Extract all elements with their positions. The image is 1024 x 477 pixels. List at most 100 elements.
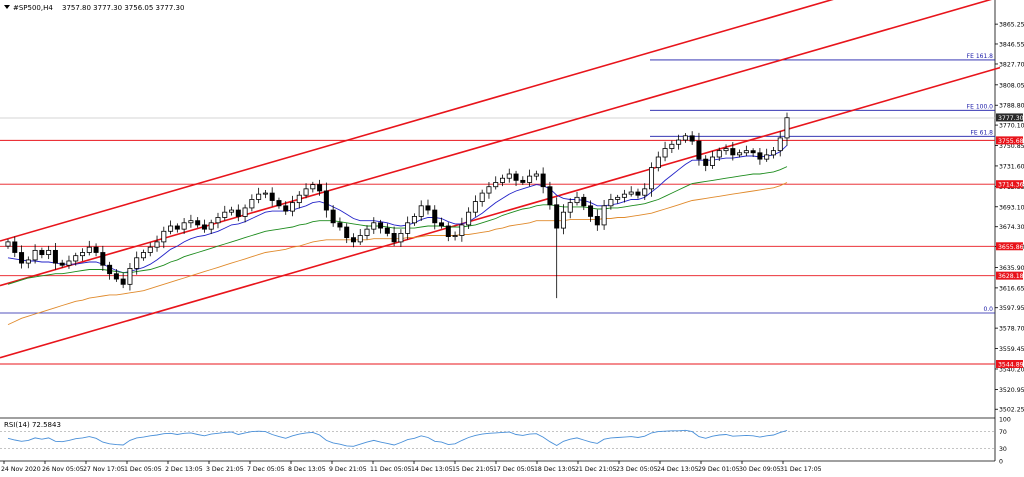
price-tick-label: 3578.70 xyxy=(999,326,1024,333)
rsi-tick-label: 0 xyxy=(999,459,1003,466)
dropdown-arrow-icon[interactable] xyxy=(4,5,10,9)
candle-bull xyxy=(32,249,38,261)
fib-level-label: FE 161.8 xyxy=(967,53,994,60)
chart-frame xyxy=(0,0,996,462)
candle-bull xyxy=(405,222,411,234)
level-price-tag-label: 3628.18 xyxy=(998,273,1024,280)
time-tick-label: 14 Dec 13:05 xyxy=(411,466,453,473)
level-price-tag xyxy=(996,271,1023,280)
candle-bull xyxy=(127,268,133,285)
candle-bear xyxy=(757,152,763,160)
current-price-tag xyxy=(996,113,1023,122)
price-tick-label: 3520.95 xyxy=(999,387,1024,394)
candle-bull xyxy=(459,224,465,236)
candle-bull xyxy=(709,156,715,166)
time-tick-label: 18 Dec 13:05 xyxy=(534,466,576,473)
candle-bear xyxy=(52,249,58,264)
price-tick-label: 3559.45 xyxy=(999,346,1024,353)
candle-bear xyxy=(540,173,546,188)
rsi-panel: 100 70 30 0 xyxy=(0,417,1011,466)
price-tick-label: 3731.60 xyxy=(999,163,1024,170)
candle-bull xyxy=(499,177,505,183)
candle-bear xyxy=(696,140,702,160)
candle-bull xyxy=(208,222,214,230)
candle-bear xyxy=(100,252,106,266)
candle-bear xyxy=(276,200,282,207)
price-tick-label: 3597.95 xyxy=(999,305,1024,312)
candle-bull xyxy=(134,257,140,269)
candle-bear xyxy=(113,273,119,280)
candle-bull xyxy=(222,211,228,218)
channel-line xyxy=(0,0,834,242)
candle-bear xyxy=(513,173,519,181)
candle-bull xyxy=(73,255,79,262)
time-tick-label: 31 Dec 17:05 xyxy=(780,466,822,473)
ohlc-readout: 3757.80 3777.30 3756.05 3777.30 xyxy=(62,4,184,12)
candle-bear xyxy=(588,205,594,217)
fib-level-label: FE 61.8 xyxy=(970,129,993,136)
candle-bear xyxy=(554,204,560,229)
candle-bull xyxy=(256,193,262,200)
channel-line xyxy=(0,0,992,287)
price-tick-label: 3674.30 xyxy=(999,224,1024,231)
moving-average-line xyxy=(7,182,788,326)
candle-bull xyxy=(737,152,743,156)
candle-bull xyxy=(662,148,668,158)
candle-bull xyxy=(743,150,749,154)
candle-bull xyxy=(249,199,255,209)
candle-bull xyxy=(560,211,566,229)
candle-bull xyxy=(567,202,573,213)
candle-bull xyxy=(527,175,533,183)
candle-bull xyxy=(642,188,648,196)
candlesticks xyxy=(5,112,790,299)
time-tick-label: 24 Nov 2020 xyxy=(1,466,41,473)
candle-bull xyxy=(649,167,655,190)
moving-average-line xyxy=(7,166,788,285)
candle-bear xyxy=(201,224,207,230)
candle-bull xyxy=(181,222,187,230)
current-price-tag-label: 3777.30 xyxy=(998,115,1024,122)
price-tick-label: 3808.05 xyxy=(999,82,1024,89)
candle-bull xyxy=(86,246,92,253)
price-tick-label: 3540.20 xyxy=(999,366,1024,373)
candle-bull xyxy=(154,241,160,248)
candle-bear xyxy=(703,158,709,166)
candle-bull xyxy=(310,184,316,190)
candle-bull xyxy=(290,202,296,212)
candle-bull xyxy=(608,199,614,207)
candle-bull xyxy=(533,173,539,177)
candle-bull xyxy=(161,230,167,243)
price-tick-label: 3616.65 xyxy=(999,285,1024,292)
chart-header: #SP500,H4 3757.80 3777.30 3756.05 3777.3… xyxy=(4,4,184,12)
candle-bull xyxy=(466,211,472,226)
candle-bear xyxy=(195,220,201,226)
candle-bear xyxy=(323,190,329,211)
candle-bear xyxy=(730,148,736,156)
level-price-tag-label: 3755.68 xyxy=(998,138,1024,145)
candle-bear xyxy=(432,209,438,224)
level-price-tag xyxy=(996,180,1023,189)
candle-bull xyxy=(493,182,499,188)
candle-bear xyxy=(283,205,289,212)
candle-bull xyxy=(411,216,417,224)
candle-bull xyxy=(242,207,248,217)
candle-bear xyxy=(547,186,553,206)
candle-bull xyxy=(486,186,492,194)
time-axis: 24 Nov 2020 26 Nov 05:05 27 Nov 17:05 1 Dec… xyxy=(1,461,822,473)
time-tick-label: 30 Dec 09:05 xyxy=(739,466,781,473)
candle-bear xyxy=(425,205,431,211)
level-price-tag xyxy=(996,242,1023,251)
fib-level-label: 0.0 xyxy=(983,306,993,313)
candle-bull xyxy=(723,148,729,152)
level-price-tag xyxy=(996,136,1023,145)
candle-bear xyxy=(174,225,180,230)
candle-bull xyxy=(669,143,675,149)
candle-bull xyxy=(682,135,688,141)
time-tick-label: 27 Nov 17:05 xyxy=(83,466,125,473)
candle-bear xyxy=(384,227,390,234)
candle-bull xyxy=(371,222,377,230)
candle-bull xyxy=(398,233,404,243)
time-tick-label: 15 Dec 21:05 xyxy=(452,466,494,473)
candle-bull xyxy=(296,194,302,204)
